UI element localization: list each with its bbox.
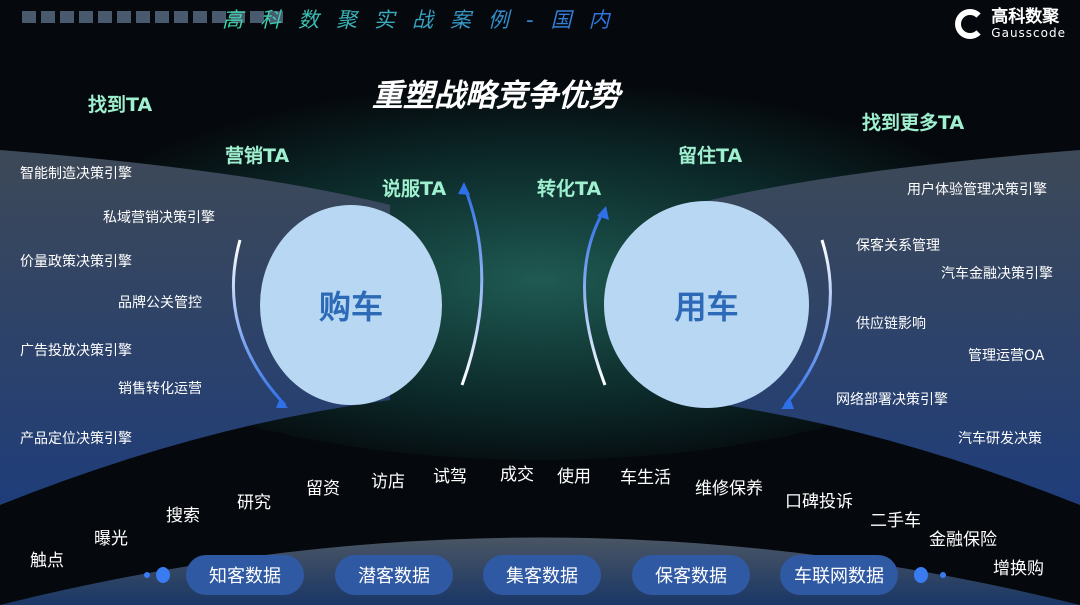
gausscode-logo-icon — [955, 9, 986, 39]
data-button-zhike[interactable]: 知客数据 — [186, 555, 304, 595]
journey-step: 试驾 — [433, 467, 467, 487]
header-decoration — [22, 11, 283, 23]
journey-step: 触点 — [30, 551, 64, 571]
data-button-qianke[interactable]: 潜客数据 — [335, 555, 453, 595]
use-car-circle: 用车 — [604, 201, 809, 408]
ta-label: 留住TA — [678, 145, 743, 167]
logo-en: Gausscode — [991, 26, 1066, 40]
journey-step: 口碑投诉 — [785, 492, 853, 512]
dot-decoration — [156, 567, 170, 583]
left-engine: 产品定位决策引擎 — [20, 431, 132, 447]
right-engine: 保客关系管理 — [856, 238, 940, 254]
journey-step: 增换购 — [993, 559, 1044, 579]
left-engine: 品牌公关管控 — [118, 295, 202, 311]
buy-car-circle: 购车 — [260, 205, 442, 405]
journey-step: 搜索 — [166, 506, 200, 526]
right-engine: 管理运营OA — [968, 348, 1045, 364]
right-engine: 用户体验管理决策引擎 — [907, 182, 1047, 198]
journey-step: 曝光 — [94, 529, 128, 549]
left-engine: 私域营销决策引擎 — [103, 210, 215, 226]
left-engine: 销售转化运营 — [118, 381, 202, 397]
journey-step: 车生活 — [620, 468, 671, 488]
right-engine: 网络部署决策引擎 — [836, 392, 948, 408]
ta-label: 说服TA — [382, 178, 447, 200]
logo-cn: 高科数聚 — [991, 7, 1060, 27]
journey-step: 访店 — [371, 472, 405, 492]
logo: 高科数聚 Gausscode — [955, 8, 1066, 40]
left-engine: 智能制造决策引擎 — [20, 166, 132, 182]
journey-step: 研究 — [237, 493, 271, 513]
ta-label: 转化TA — [537, 178, 602, 200]
journey-step: 金融保险 — [929, 530, 997, 550]
dot-decoration — [914, 567, 928, 583]
ta-label: 营销TA — [225, 145, 290, 167]
data-button-baoke[interactable]: 保客数据 — [632, 555, 750, 595]
left-engine: 广告投放决策引擎 — [20, 343, 132, 359]
right-engine: 供应链影响 — [856, 316, 926, 332]
data-button-jike[interactable]: 集客数据 — [483, 555, 601, 595]
right-engine: 汽车金融决策引擎 — [941, 266, 1053, 282]
header-title: 高科数聚实战案例-国内 — [222, 4, 627, 34]
journey-step: 成交 — [500, 465, 534, 485]
ta-label: 找到TA — [88, 94, 153, 116]
main-title: 重塑战略竞争优势 — [372, 78, 620, 114]
right-engine: 汽车研发决策 — [958, 431, 1042, 447]
dot-decoration — [940, 572, 946, 578]
dot-decoration — [144, 572, 150, 578]
journey-step: 维修保养 — [695, 479, 763, 499]
journey-step: 留资 — [306, 479, 340, 499]
ta-label: 找到更多TA — [862, 112, 965, 134]
data-button-iov[interactable]: 车联网数据 — [780, 555, 898, 595]
journey-step: 使用 — [557, 467, 591, 487]
left-engine: 价量政策决策引擎 — [20, 254, 132, 270]
journey-step: 二手车 — [870, 511, 921, 531]
